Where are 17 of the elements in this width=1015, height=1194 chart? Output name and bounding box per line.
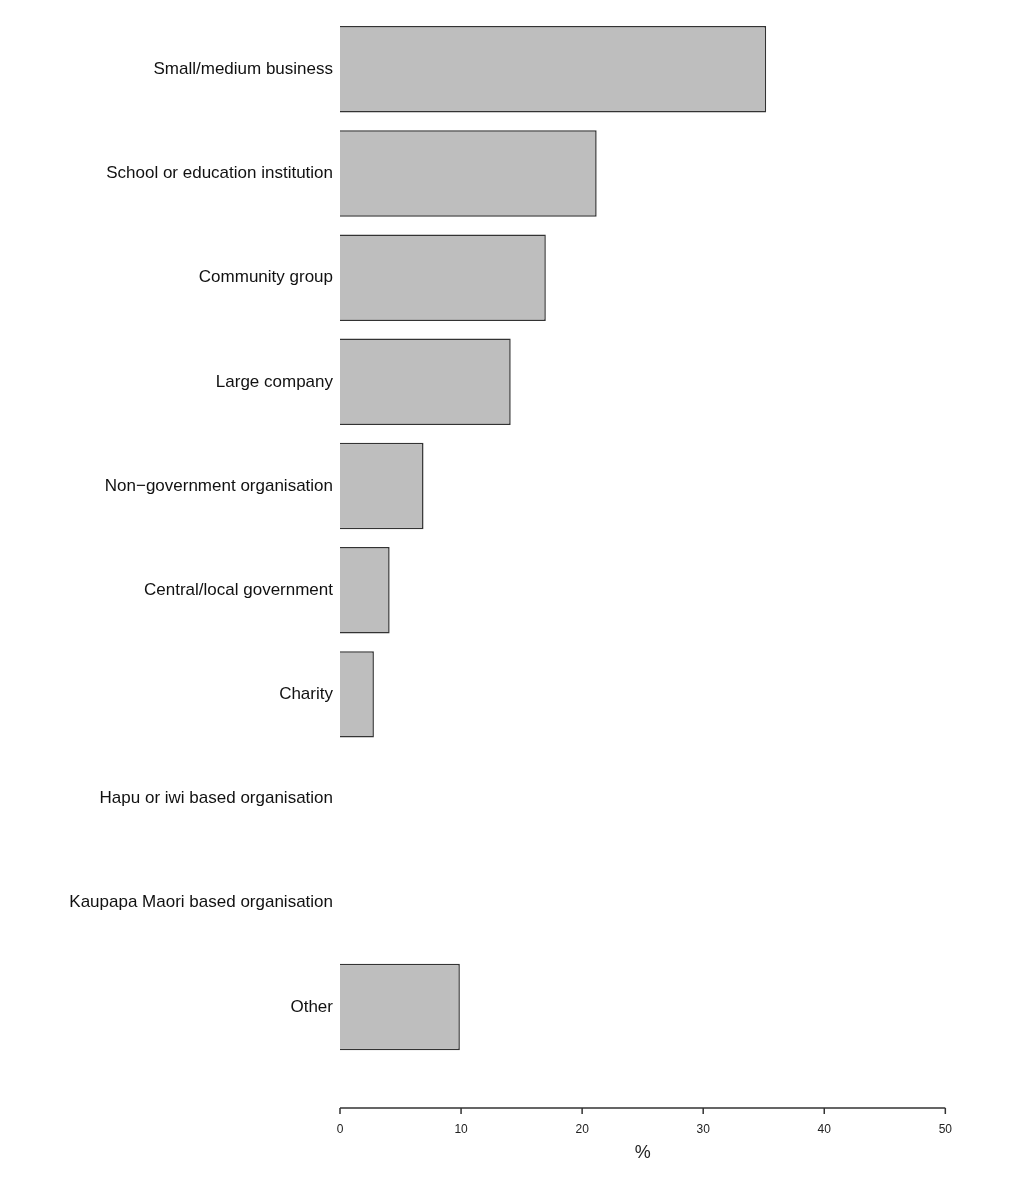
y-tick-label: Kaupapa Maori based organisation <box>69 892 333 912</box>
x-tick-label: 10 <box>454 1121 469 1136</box>
y-tick-label: Small/medium business <box>153 58 333 78</box>
x-tick-label: 0 <box>336 1121 344 1136</box>
y-tick-label: Non−government organisation <box>104 475 333 495</box>
x-tick-label: 50 <box>938 1121 953 1136</box>
y-tick-label: Hapu or iwi based organisation <box>99 788 333 808</box>
y-tick-label: Central/local government <box>144 579 334 599</box>
y-tick-label: Other <box>290 996 334 1016</box>
x-tick-label: 40 <box>817 1121 832 1136</box>
y-tick-label: School or education institution <box>106 163 333 183</box>
x-axis-title: % <box>634 1142 651 1163</box>
y-tick-label: Large company <box>215 371 334 391</box>
y-tick-label: Community group <box>198 267 333 287</box>
y-tick-label: Charity <box>279 684 334 704</box>
x-tick-label: 30 <box>696 1121 711 1136</box>
x-tick-label: 20 <box>575 1121 590 1136</box>
